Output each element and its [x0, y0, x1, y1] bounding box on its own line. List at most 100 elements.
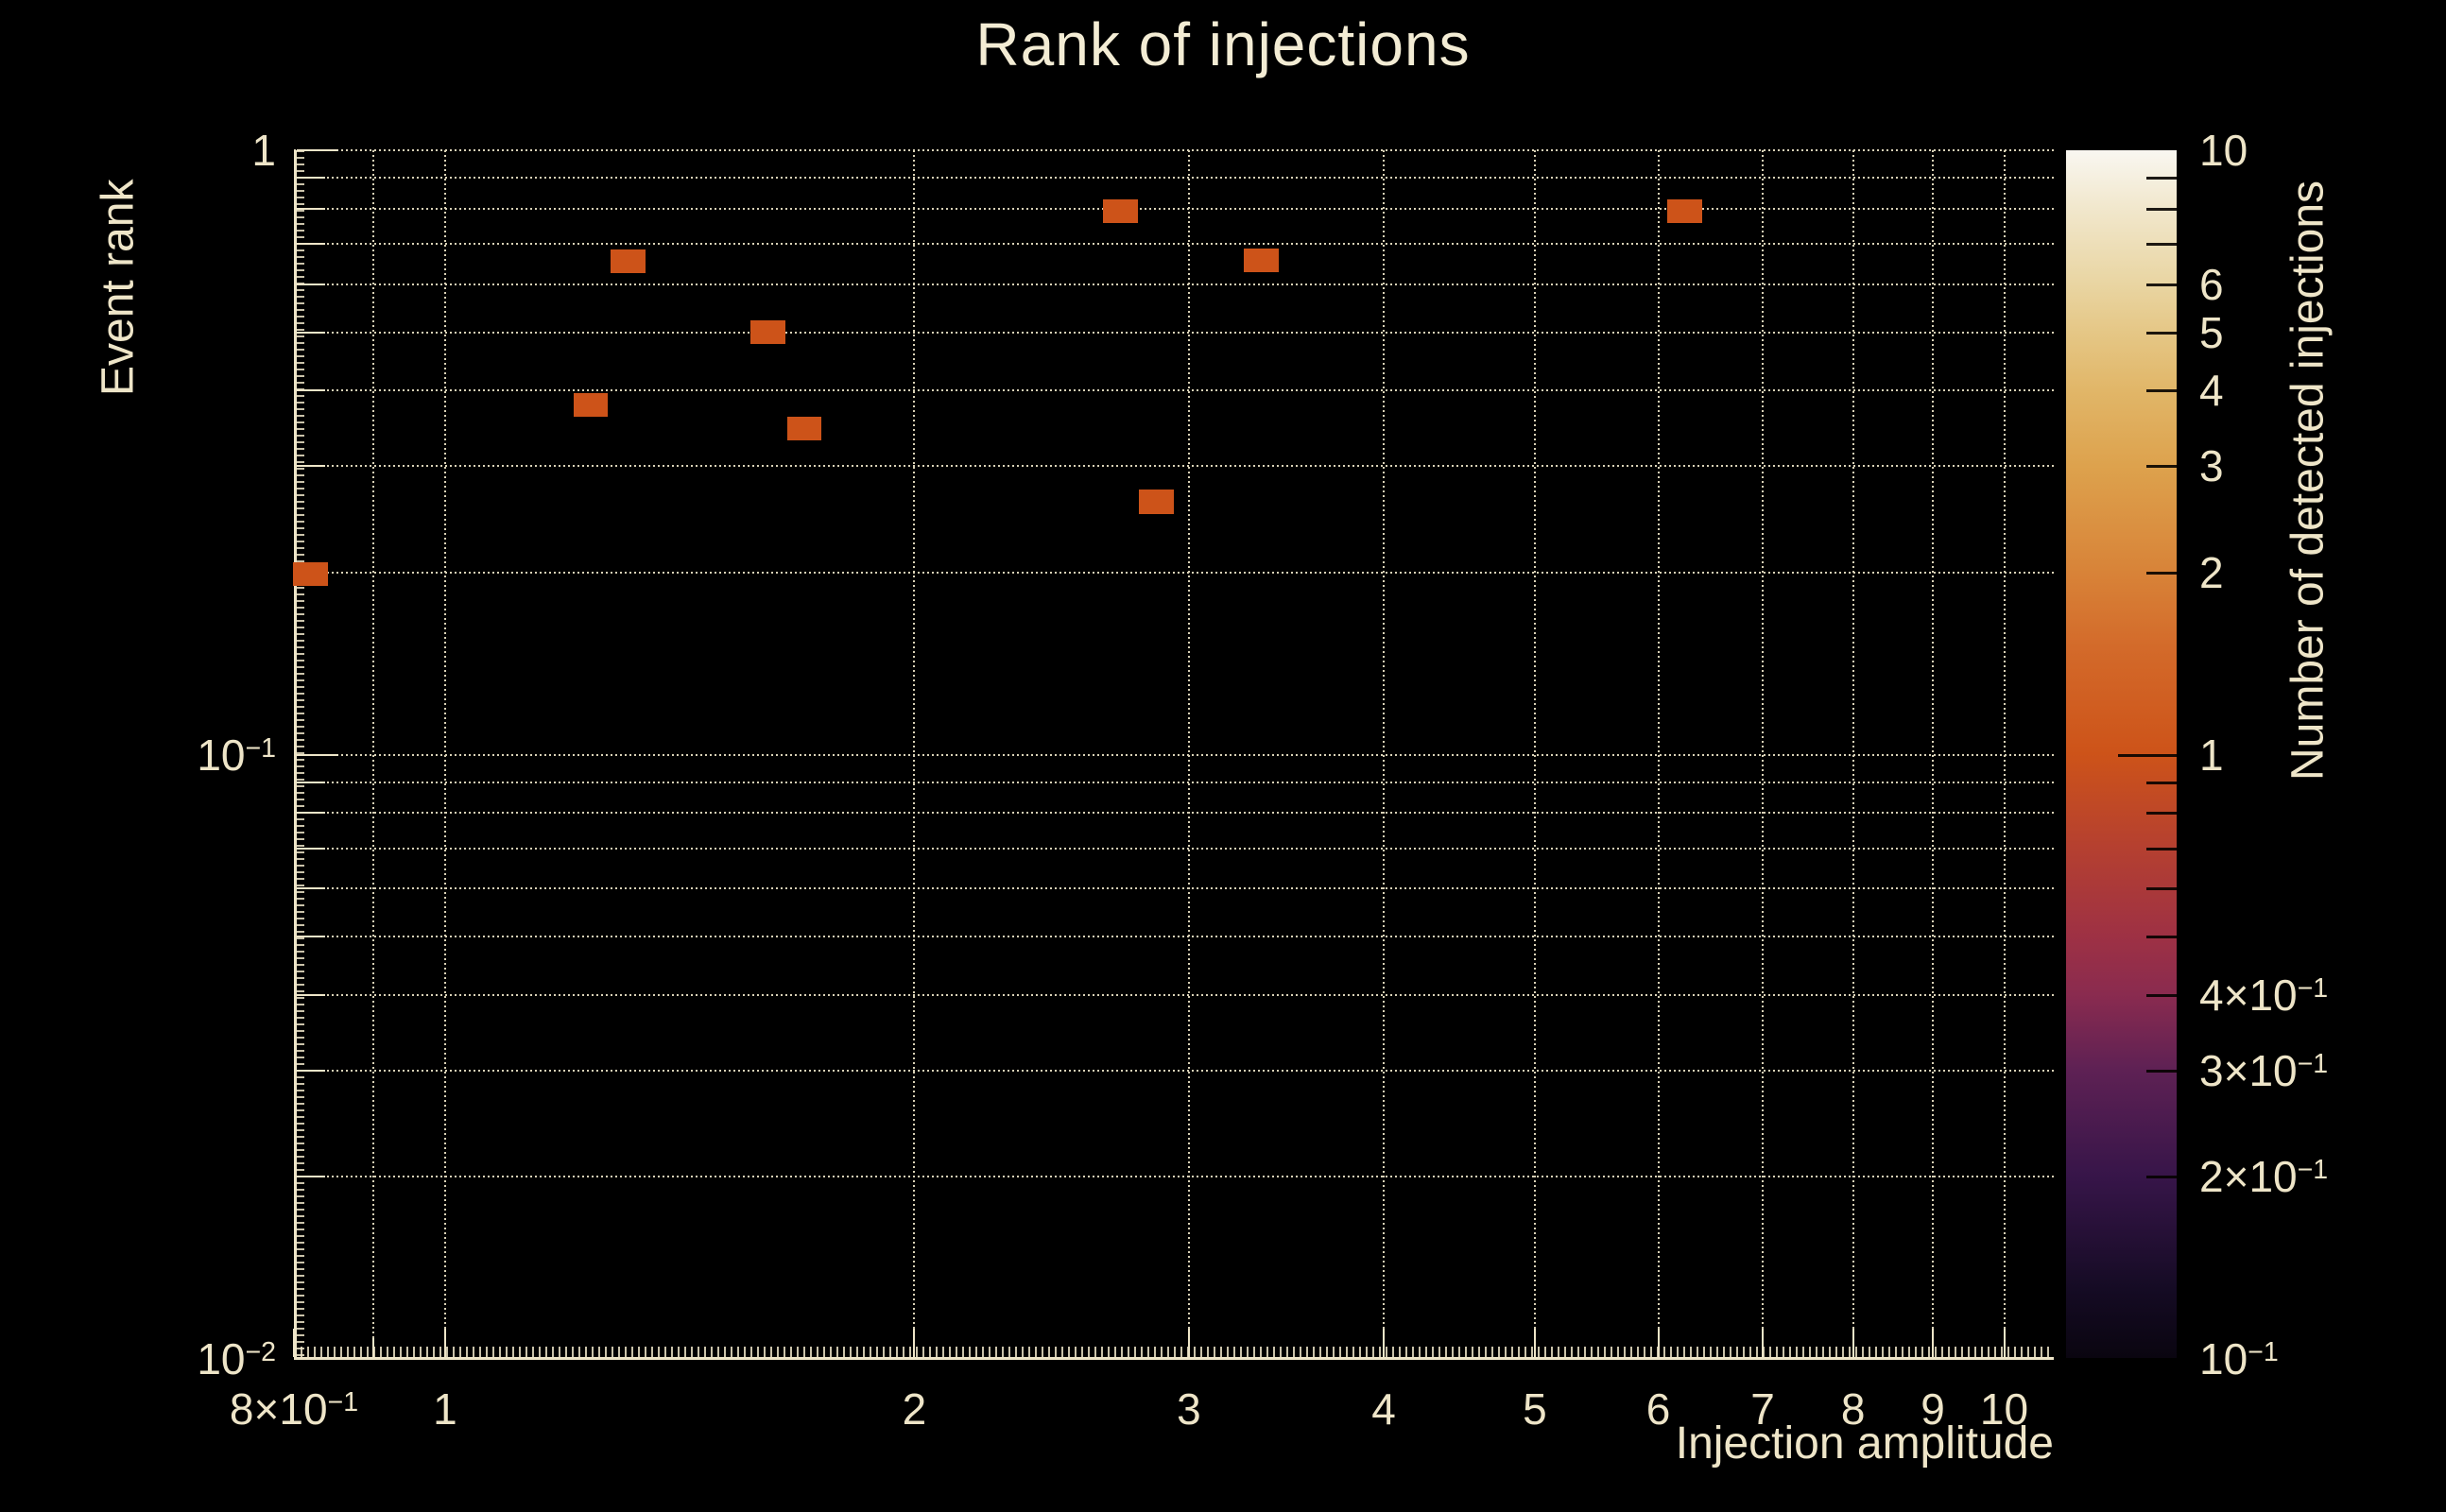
- x-axis-minor-tick-comb: [294, 1347, 2054, 1358]
- exponent: −1: [327, 1386, 359, 1418]
- gridline: [294, 753, 2054, 756]
- y-tick-mark: [297, 283, 325, 285]
- x-tick-label: 9: [1921, 1384, 1945, 1434]
- x-tick-mark: [1187, 1329, 1190, 1357]
- x-tick-label: 10: [1979, 1384, 2029, 1434]
- y-tick-mark: [297, 753, 338, 756]
- y-axis-title: Event rank: [93, 179, 144, 396]
- y-tick-mark: [297, 331, 325, 334]
- heatmap-bin: [293, 561, 329, 586]
- gridline: [294, 389, 2054, 392]
- y-tick-label: 10−1: [197, 730, 276, 780]
- colorbar-tick-mark: [2146, 207, 2177, 211]
- exponent: −1: [2297, 1155, 2329, 1186]
- y-tick-mark: [297, 936, 325, 937]
- gridline: [294, 1176, 2054, 1178]
- heatmap-bin: [573, 392, 609, 417]
- exponent: −1: [2297, 972, 2329, 1004]
- exponent: −2: [245, 1336, 276, 1367]
- colorbar-tick-mark: [2146, 936, 2177, 938]
- x-tick-mark: [1852, 1329, 1854, 1357]
- colorbar-tick-label: 10−1: [2199, 1334, 2279, 1383]
- y-tick-mark: [297, 847, 325, 850]
- heatmap-bin: [1102, 198, 1138, 223]
- colorbar-tick-mark: [2146, 887, 2177, 891]
- y-tick-mark: [297, 1358, 338, 1360]
- y-tick-mark: [297, 207, 325, 210]
- colorbar-tick-label: 4×10−1: [2199, 970, 2329, 1020]
- x-tick-mark: [293, 1329, 295, 1357]
- x-tick-label: 8: [1840, 1384, 1866, 1434]
- colorbar-tick-label: 6: [2199, 259, 2224, 309]
- x-tick-label: 6: [1645, 1384, 1671, 1434]
- colorbar-tick-mark: [2146, 331, 2177, 335]
- colorbar-tick-label: 3×10−1: [2199, 1045, 2329, 1095]
- colorbar-tick-mark: [2146, 812, 2177, 816]
- gridline: [294, 847, 2054, 850]
- colorbar-tick-mark: [2146, 993, 2177, 997]
- y-tick-label: 1: [251, 126, 276, 175]
- colorbar-title: Number of detected injections: [2282, 180, 2334, 781]
- y-tick-mark: [297, 1069, 325, 1072]
- heatmap-bin: [786, 417, 822, 441]
- colorbar-tick-mark: [2146, 847, 2177, 850]
- colorbar-tick-mark: [2146, 465, 2177, 469]
- colorbar-tick-mark: [2146, 781, 2177, 784]
- gridline: [294, 887, 2054, 890]
- colorbar-tick-label: 3: [2199, 441, 2224, 491]
- y-tick-mark: [297, 887, 325, 890]
- heatmap-bin: [749, 319, 785, 345]
- y-tick-mark: [297, 993, 325, 996]
- x-axis-line: [294, 1357, 2054, 1360]
- colorbar-tick-mark: [2146, 571, 2177, 575]
- gridline: [294, 993, 2054, 996]
- y-tick-label: 10−2: [197, 1334, 276, 1383]
- heatmap-bin: [1244, 249, 1280, 273]
- colorbar-tick-label: 2: [2199, 547, 2224, 597]
- y-tick-mark: [297, 243, 325, 246]
- colorbar-tick-mark: [2146, 389, 2177, 393]
- x-tick-label: 5: [1523, 1384, 1547, 1434]
- y-tick-mark: [297, 781, 325, 783]
- exponent: −1: [245, 732, 276, 764]
- y-tick-mark: [297, 389, 325, 392]
- y-tick-mark: [297, 812, 325, 815]
- x-tick-mark: [1932, 1329, 1935, 1357]
- colorbar-tick-label: 5: [2199, 307, 2224, 357]
- colorbar-tick-mark: [2146, 177, 2177, 180]
- gridline: [294, 781, 2054, 783]
- gridline: [294, 571, 2054, 574]
- y-tick-mark: [297, 465, 325, 468]
- x-tick-mark: [443, 1329, 446, 1357]
- x-tick-label: 8×10−1: [229, 1384, 359, 1434]
- x-tick-label: 1: [433, 1384, 457, 1434]
- heatmap-bin: [610, 249, 646, 273]
- gridline: [294, 177, 2054, 180]
- gridline: [294, 331, 2054, 334]
- exponent: −1: [2248, 1336, 2279, 1367]
- gridline: [294, 243, 2054, 246]
- gridline: [294, 149, 2054, 151]
- gridline: [294, 812, 2054, 815]
- heatmap-bin: [1139, 490, 1175, 514]
- heatmap-bin: [1667, 198, 1703, 223]
- gridline: [294, 283, 2054, 285]
- gridline: [294, 207, 2054, 210]
- gridline: [294, 936, 2054, 937]
- x-tick-mark: [913, 1329, 916, 1357]
- x-axis-title: Injection amplitude: [1675, 1418, 2054, 1469]
- x-tick-label: 2: [902, 1384, 927, 1434]
- x-tick-mark: [372, 1338, 375, 1357]
- colorbar-tick-mark: [2146, 283, 2177, 286]
- x-tick-label: 4: [1371, 1384, 1396, 1434]
- x-tick-label: 7: [1750, 1384, 1775, 1434]
- x-tick-mark: [1383, 1329, 1386, 1357]
- colorbar-tick-label: 1: [2199, 730, 2224, 780]
- y-tick-mark: [297, 177, 325, 180]
- colorbar-tick-mark: [2146, 1069, 2177, 1073]
- y-tick-mark: [297, 149, 338, 151]
- colorbar-tick-label: 2×10−1: [2199, 1152, 2329, 1202]
- x-tick-mark: [2003, 1329, 2006, 1357]
- gridline: [294, 1069, 2054, 1072]
